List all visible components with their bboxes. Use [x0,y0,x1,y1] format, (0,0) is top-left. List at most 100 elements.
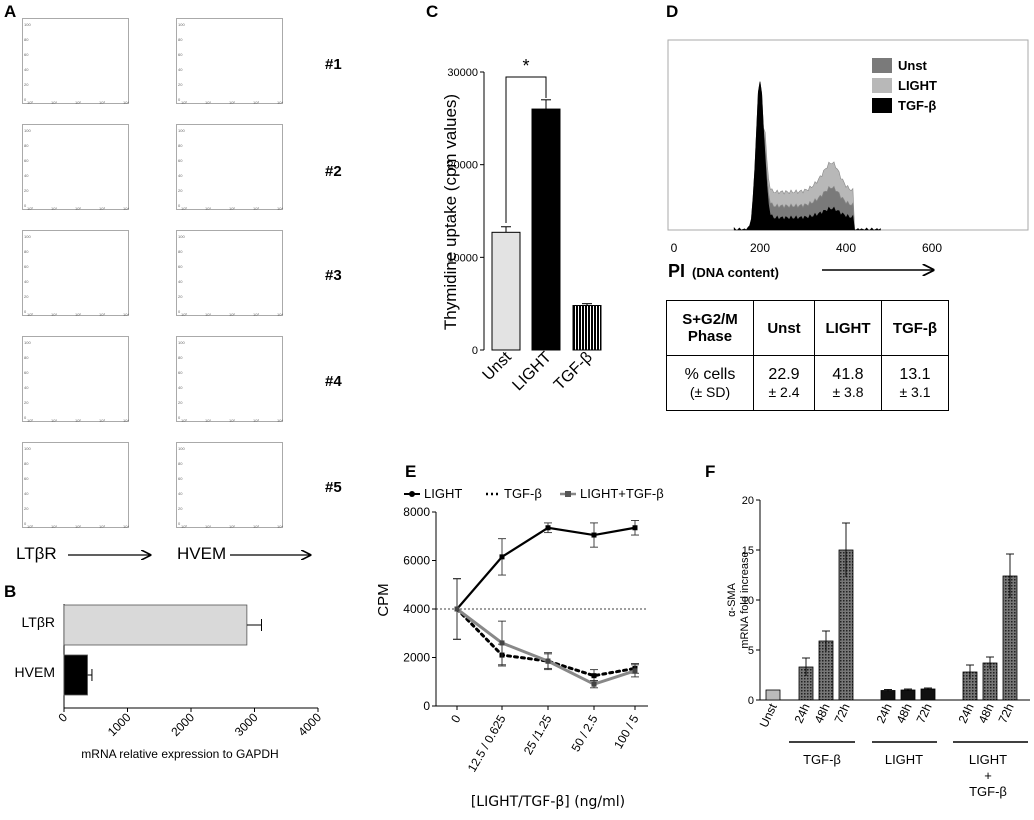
sample-label: #5 [325,479,342,496]
series-line-2 [456,607,636,686]
cell-sd: ± 2.4 [768,384,800,400]
histogram-x-tick: 10² [75,206,81,211]
bar-7 [962,671,978,701]
histogram-box: 10⁰ 10¹ 10² 10³ 10⁴ 100 80 60 40 20 0 [22,18,129,105]
panel-e-y-label: CPM [375,583,392,616]
histogram-box: 10⁰ 10¹ 10² 10³ 10⁴ 100 80 60 40 20 0 [176,230,283,317]
histogram-x-tick: 10⁴ [123,100,129,105]
x-tick-label: Unst [757,701,780,730]
histogram-x-tick: 10² [75,100,81,105]
histogram-x-tick: 10³ [253,312,259,317]
ltbr-axis-label: LTβR [16,544,57,563]
histogram-y-tick: 40 [178,491,183,496]
table-corner-cell: S+G2/M Phase [666,300,754,356]
bar-1 [63,654,88,696]
histogram-box: 10⁰ 10¹ 10² 10³ 10⁴ 100 80 60 40 20 0 [176,442,283,529]
histogram-y-tick: 100 [178,340,185,345]
row-label-main: % cells [684,366,736,383]
histogram-y-tick: 20 [178,506,183,511]
x-tick-label: 24h [874,701,895,725]
histogram-x-tick: 10¹ [205,312,211,317]
histogram-plot: 10⁰ 10¹ 10² 10³ 10⁴ 100 80 60 40 20 0 [178,128,283,211]
histogram-y-tick: 20 [178,400,183,405]
legend-light: LIGHT [424,486,462,501]
bar-8 [982,662,998,701]
histogram-y-tick: 40 [178,385,183,390]
x-tick-label: 48h [976,701,997,725]
histogram-y-tick: 20 [24,294,29,299]
histogram-y-tick: 40 [24,173,29,178]
histogram-y-tick: 80 [24,355,29,360]
data-point [632,668,638,674]
table-header: TGF-β [881,300,949,356]
histogram-y-tick: 20 [178,82,183,87]
y-tick-label: 0 [423,699,430,713]
data-point [591,532,597,538]
group-label: TGF-β [969,784,1007,799]
data-point [545,658,551,664]
histogram-y-tick: 60 [178,370,183,375]
significance-star: * [522,56,529,76]
histogram-y-tick: 40 [24,385,29,390]
histogram-y-tick: 60 [24,52,29,57]
panel-b-category-label: HVEM [15,664,55,680]
histogram-x-tick: 10² [229,524,235,529]
histogram-x-tick: 10⁰ [27,418,33,423]
bar-0 [63,604,248,646]
histogram-x-tick: 10² [229,206,235,211]
histogram-y-tick: 80 [178,143,183,148]
histogram-plot: 10⁰ 10¹ 10² 10³ 10⁴ 100 80 60 40 20 0 [178,446,283,529]
panel-f-y-label: mRNA fold increase [739,551,751,648]
bar-5 [900,689,916,701]
bar-0 [765,689,781,701]
histogram-x-tick: 10⁴ [277,206,283,211]
x-tick-label: 50 / 2.5 [568,712,600,754]
histogram-y-tick: 60 [178,476,183,481]
histogram-x-tick: 10¹ [205,206,211,211]
x-tick-label: 72h [996,701,1017,725]
series-line-1 [455,607,637,678]
histogram-y-tick: 60 [24,158,29,163]
histogram-box: 10⁰ 10¹ 10² 10³ 10⁴ 100 80 60 40 20 0 [22,230,129,317]
panel-e-letter: E [405,462,417,481]
x-tick-label: 4000 [295,710,324,739]
y-tick-label: 4000 [403,602,430,616]
light-histogram [733,81,881,231]
histogram-y-tick: 60 [178,52,183,57]
histogram-box: 10⁰ 10¹ 10² 10³ 10⁴ 100 80 60 40 20 0 [22,336,129,423]
x-tick-label: 72h [914,701,935,725]
histogram-y-tick: 60 [24,476,29,481]
histogram-x-tick: 10⁴ [123,206,129,211]
x-tick-label: 72h [832,701,853,725]
legend-swatch [872,58,892,73]
panel-f-y-label: α-SMA [726,582,738,617]
bar-2 [818,640,834,701]
x-tick-label: 0 [55,710,70,725]
group-label: LIGHT [969,752,1007,767]
cell-value: 41.8 [832,366,864,383]
bar-9 [1002,575,1018,701]
histogram-x-tick: 10³ [99,418,105,423]
unst-histogram [733,81,881,231]
histogram-x-tick: 10¹ [205,418,211,423]
y-tick-label: 6000 [403,554,430,568]
histogram-x-tick: 10⁴ [123,312,129,317]
histogram-y-tick: 20 [24,82,29,87]
histogram-y-tick: 0 [178,521,181,526]
histogram-y-tick: 0 [24,97,27,102]
histogram-y-tick: 100 [24,446,31,451]
legend-light: LIGHT [898,78,937,93]
histogram-x-tick: 10⁰ [27,100,33,105]
legend-swatch [872,78,892,93]
cell-sd: ± 3.1 [899,384,931,400]
category-label: TGF-β [551,349,596,394]
histogram-y-tick: 80 [178,249,183,254]
bar-2 [572,305,602,351]
histogram-y-tick: 80 [24,249,29,254]
histogram-x-tick: 10³ [253,524,259,529]
histogram-y-tick: 0 [24,309,27,314]
data-point [499,652,505,658]
table-cell: 22.9 ± 2.4 [753,355,815,411]
histogram-box: 10⁰ 10¹ 10² 10³ 10⁴ 100 80 60 40 20 0 [22,442,129,529]
table-corner-line: S+G2/M [682,311,738,328]
